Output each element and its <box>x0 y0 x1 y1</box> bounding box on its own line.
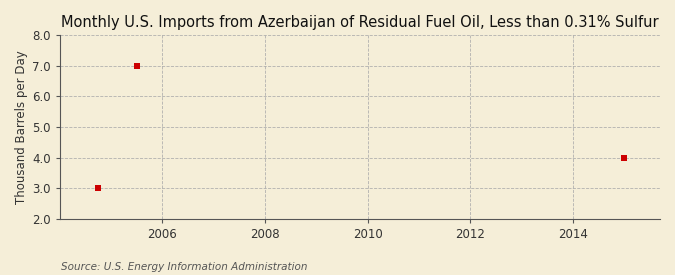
Point <box>93 186 104 190</box>
Y-axis label: Thousand Barrels per Day: Thousand Barrels per Day <box>15 50 28 204</box>
Title: Monthly U.S. Imports from Azerbaijan of Residual Fuel Oil, Less than 0.31% Sulfu: Monthly U.S. Imports from Azerbaijan of … <box>61 15 659 30</box>
Point <box>619 155 630 160</box>
Text: Source: U.S. Energy Information Administration: Source: U.S. Energy Information Administ… <box>61 262 307 272</box>
Point <box>132 64 142 68</box>
